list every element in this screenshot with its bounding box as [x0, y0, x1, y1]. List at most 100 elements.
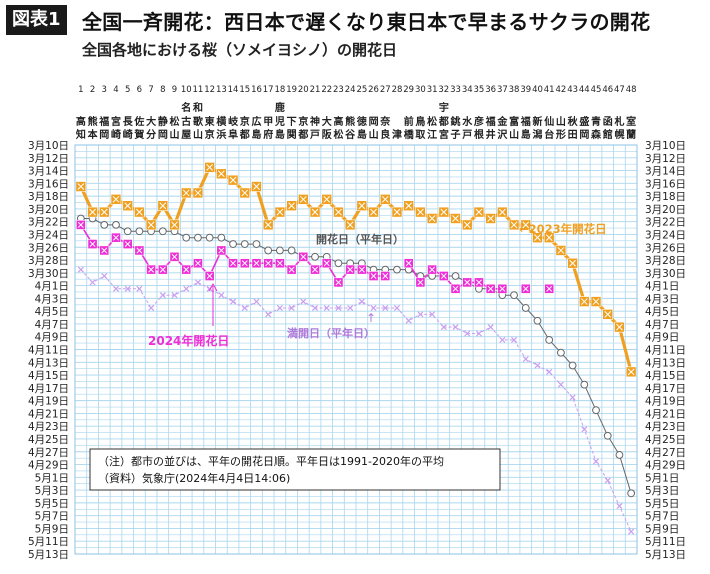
- annotation-full-arrow: ↑: [366, 311, 376, 325]
- x-tick-city-bottom: 崎: [111, 128, 121, 141]
- data-point: [181, 264, 192, 275]
- x-tick-city-bottom: 島: [357, 128, 367, 141]
- data-point: [334, 259, 343, 268]
- data-point: [450, 283, 461, 294]
- y-tick-label-left: 4月19日: [28, 396, 69, 408]
- data-point: [311, 304, 319, 311]
- y-tick-label-left: 3月16日: [28, 178, 69, 190]
- data-point: [264, 246, 273, 255]
- data-point: [358, 298, 365, 305]
- y-tick-label-right: 4月9日: [645, 332, 679, 344]
- x-tick-city-mid: 水: [461, 115, 473, 128]
- x-tick-city-bottom: 崎: [123, 128, 133, 141]
- x-tick-city-mid: 室: [626, 115, 636, 128]
- data-point: [265, 311, 272, 318]
- y-tick-label-left: 5月11日: [28, 536, 69, 548]
- note-frame: [89, 448, 501, 491]
- data-point: [253, 298, 260, 305]
- data-point: [252, 240, 261, 248]
- x-tick-city-mid: 神: [310, 115, 320, 128]
- x-tick-city-mid: 新: [532, 115, 542, 128]
- x-tick-number: 45: [591, 85, 602, 95]
- data-point: [110, 194, 122, 205]
- x-tick-city-mid: 徳: [356, 115, 367, 128]
- data-point: [300, 298, 307, 305]
- data-point: [182, 233, 191, 242]
- data-point: [555, 245, 567, 256]
- x-tick-number: 1: [78, 85, 83, 95]
- x-tick-city-bottom: 山: [193, 128, 203, 141]
- data-point: [216, 245, 227, 256]
- x-tick-city-bottom: 島: [275, 128, 285, 141]
- y-tick-label-right: 4月17日: [645, 383, 686, 395]
- y-tick-label-right: 4月29日: [645, 460, 686, 472]
- note-line-2: （資料）気象庁(2024年4月4日14:06): [98, 471, 290, 485]
- data-point: [183, 285, 190, 292]
- chart-subtitle: 全国各地における桜（ソメイヨシノ）の開花日: [82, 41, 398, 59]
- y-tick-label-right: 4月25日: [645, 434, 686, 446]
- x-tick-number: 2: [90, 85, 95, 95]
- data-point: [499, 336, 506, 343]
- data-point: [217, 233, 226, 242]
- x-tick-city-bottom: 戸: [462, 129, 472, 141]
- y-tick-label-left: 3月12日: [28, 153, 69, 165]
- x-tick-number: 31: [427, 85, 438, 95]
- data-point: [227, 174, 239, 186]
- data-point: [426, 213, 438, 224]
- data-point: [616, 503, 623, 510]
- x-tick-city-mid: 高: [76, 115, 86, 128]
- y-tick-label-left: 5月1日: [35, 472, 69, 484]
- x-tick-number: 47: [614, 85, 625, 95]
- x-tick-number: 34: [462, 85, 473, 95]
- x-tick-city-mid: 歌: [193, 115, 204, 128]
- y-tick-label-right: 5月11日: [645, 536, 686, 548]
- y-tick-label-right: 3月12日: [645, 153, 686, 165]
- x-tick-number: 46: [602, 85, 613, 95]
- x-tick-city-bottom: 賀: [133, 128, 144, 141]
- data-point: [228, 258, 238, 269]
- x-tick-city-bottom: 岡: [158, 129, 168, 141]
- data-point: [229, 240, 237, 248]
- data-point: [75, 219, 86, 230]
- x-tick-number: 37: [497, 85, 508, 95]
- x-tick-number: 36: [485, 85, 496, 95]
- data-point: [287, 246, 296, 255]
- y-tick-label-left: 5月7日: [35, 511, 69, 523]
- data-point: [87, 239, 98, 249]
- data-point: [274, 206, 286, 218]
- data-point: [497, 206, 508, 218]
- data-point: [159, 292, 166, 299]
- y-tick-label-right: 5月9日: [645, 523, 679, 535]
- x-tick-city-bottom: 戸: [310, 129, 320, 141]
- annotation-2024-arrowhead: [208, 282, 218, 292]
- y-tick-label-left: 4月15日: [28, 370, 69, 382]
- data-point: [485, 213, 496, 224]
- x-tick-number: 42: [555, 85, 566, 95]
- y-tick-label-left: 4月1日: [35, 281, 69, 293]
- y-tick-label-left: 5月5日: [35, 498, 69, 510]
- data-point: [333, 206, 344, 218]
- x-tick-number: 17: [263, 85, 274, 95]
- data-point: [393, 304, 401, 311]
- x-tick-number: 43: [567, 85, 578, 95]
- data-point: [451, 272, 460, 280]
- data-point: [134, 206, 145, 218]
- x-tick-number: 39: [520, 85, 531, 95]
- data-point: [521, 304, 530, 312]
- x-tick-city-mid: 岡: [369, 116, 379, 128]
- data-point: [520, 219, 532, 231]
- x-tick-city-mid: 福: [520, 115, 531, 128]
- data-point: [603, 431, 612, 440]
- data-point: [579, 296, 590, 307]
- y-tick-label-right: 4月1日: [645, 281, 679, 293]
- data-point: [134, 245, 145, 256]
- x-tick-number: 18: [274, 85, 285, 95]
- figure-badge: 図表1: [6, 5, 67, 35]
- x-tick-city-bottom: 蘭: [626, 128, 636, 141]
- x-tick-city-mid: 都: [438, 115, 449, 128]
- y-tick-label-right: 3月14日: [645, 166, 686, 178]
- data-point: [580, 380, 589, 389]
- x-tick-city-mid: 彦: [474, 115, 484, 128]
- x-tick-city-mid: 札: [613, 115, 624, 128]
- data-point: [545, 336, 554, 344]
